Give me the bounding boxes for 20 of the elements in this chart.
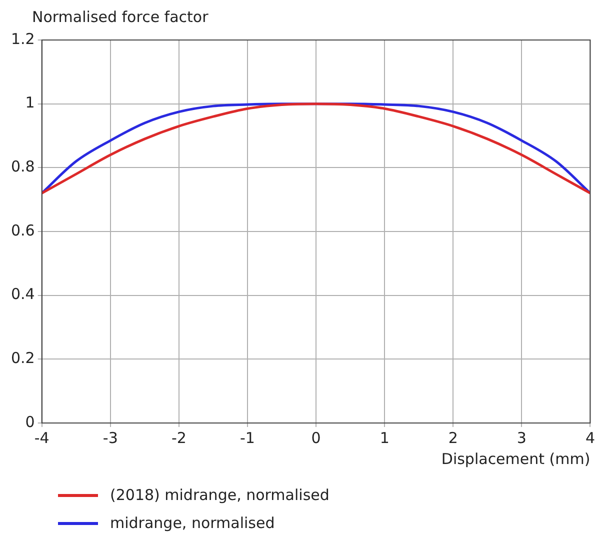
y-axis-title: Normalised force factor	[32, 8, 210, 28]
y-tick-label: 0.4	[10, 285, 35, 304]
x-tick-label: 3	[516, 428, 526, 447]
y-tick-label: 0.2	[10, 349, 35, 368]
y-tick-label: 1	[25, 94, 35, 112]
x-tick-label: 4	[585, 428, 595, 447]
x-tick-label: -1	[240, 428, 255, 447]
y-tick-label: 0.8	[10, 158, 35, 176]
y-tick-label: 1.2	[10, 30, 35, 48]
x-tick-label: 0	[311, 428, 321, 447]
x-axis-title: Displacement (mm)	[441, 450, 590, 468]
x-tick-label: -2	[171, 428, 186, 447]
x-tick-label: -4	[34, 428, 50, 447]
legend-label: (2018) midrange, normalised	[110, 486, 330, 504]
legend-label: midrange, normalised	[110, 514, 275, 532]
x-tick-label: 1	[380, 428, 390, 447]
y-tick-label: 0.6	[10, 221, 35, 240]
x-tick-label: -3	[102, 428, 118, 447]
x-tick-label: 2	[448, 428, 458, 447]
y-tick-label: 0	[25, 412, 35, 431]
